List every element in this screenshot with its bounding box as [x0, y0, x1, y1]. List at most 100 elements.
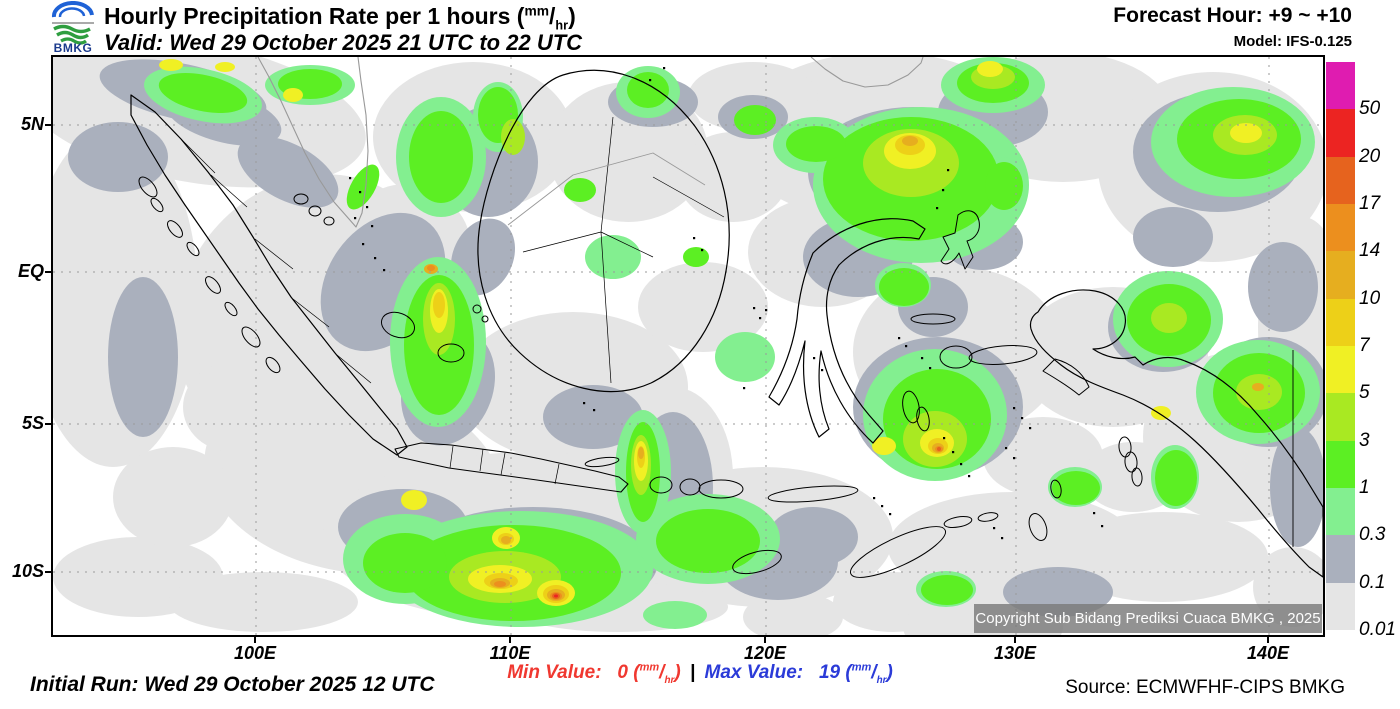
precip-blob — [872, 437, 896, 455]
precip-blob — [585, 235, 641, 279]
islet-speck — [873, 497, 876, 500]
unit-slash: / — [659, 662, 665, 684]
coastline — [522, 116, 725, 384]
islet-speck — [960, 463, 963, 466]
precip-blob — [1248, 242, 1318, 332]
precip-blob — [656, 509, 760, 573]
islet-speck — [952, 451, 955, 454]
precip-blob — [554, 594, 558, 598]
unit-slash: / — [871, 662, 877, 684]
minmax-line: Min Value: 0 (mm/hr) | Max Value: 19 (mm… — [300, 662, 1100, 686]
coastline — [1042, 358, 1090, 396]
islet-speck — [813, 357, 816, 360]
islet-speck — [821, 369, 824, 372]
islet-speck — [1021, 417, 1024, 420]
precip-blob — [879, 268, 929, 306]
source-label: Source: ECMWFHF-CIPS BMKG — [1065, 677, 1345, 698]
lat-tick — [45, 124, 52, 126]
precip-blob — [159, 59, 183, 71]
unit-mm: mm — [851, 662, 872, 674]
legend-label-10: 10 — [1359, 287, 1381, 309]
island-outline — [437, 343, 465, 363]
precip-blob — [683, 247, 709, 267]
unit-hr: hr — [555, 18, 569, 33]
lat-label-5S: 5S — [21, 413, 44, 433]
island-outline — [584, 456, 620, 468]
unit-hr: hr — [876, 675, 887, 687]
islet-speck — [921, 357, 924, 360]
initial-run-label: Initial Run: Wed 29 October 2025 12 UTC — [30, 673, 435, 696]
islet-speck — [583, 402, 586, 405]
island-outline — [186, 241, 200, 257]
legend-swatch — [1326, 345, 1355, 394]
precip-blob — [1270, 427, 1323, 547]
islet-speck — [898, 337, 901, 340]
island-outline — [968, 345, 1038, 365]
islet-speck — [371, 225, 374, 228]
legend-label-5: 5 — [1359, 382, 1370, 404]
precip-blob — [409, 111, 473, 203]
legend-swatch — [1326, 109, 1355, 157]
paren: ( — [633, 662, 640, 684]
legend-swatch — [1326, 298, 1355, 346]
islet-speck — [765, 309, 768, 312]
island-outline — [150, 197, 164, 213]
island-outline — [916, 406, 930, 432]
lon-tick — [509, 637, 511, 643]
islet-speck — [701, 249, 704, 252]
page-title: Hourly Precipitation Rate per 1 hours (m… — [104, 3, 576, 33]
precip-blob — [1133, 207, 1213, 267]
island-outline — [224, 301, 238, 317]
precip-blob — [108, 277, 178, 437]
island-outline — [293, 193, 309, 205]
precip-blob — [494, 581, 506, 587]
islet-speck — [349, 177, 352, 180]
island-outline — [1028, 513, 1048, 541]
paren: ) — [886, 662, 893, 684]
precip-blob — [1155, 450, 1197, 506]
islet-speck — [993, 527, 996, 530]
precip-blob — [1151, 303, 1187, 333]
island-outline — [481, 315, 489, 323]
precip-blob — [638, 447, 644, 459]
coastline — [940, 210, 980, 270]
precip-blob — [1052, 471, 1100, 505]
lat-label-5N: 5N — [20, 114, 44, 134]
precip-blob — [158, 73, 248, 113]
max-value: 19 — [818, 662, 841, 684]
title-text: Hourly Precipitation Rate per 1 hours ( — [104, 3, 525, 29]
islet-speck — [1005, 447, 1008, 450]
legend-label-17: 17 — [1359, 193, 1381, 214]
coastline — [507, 152, 706, 226]
precip-blob — [1236, 374, 1282, 410]
island-outline — [205, 276, 221, 294]
precip-blob — [564, 178, 596, 202]
separator: | — [689, 662, 696, 684]
coastline — [810, 57, 924, 88]
precip-blob — [768, 507, 858, 567]
coastline — [394, 442, 629, 493]
island-outline — [939, 345, 973, 369]
min-value: 0 — [617, 662, 628, 684]
bmkg-logo-text: BMKG — [53, 41, 93, 55]
lat-label-EQ: EQ — [17, 261, 44, 281]
lon-label-130E: 130E — [993, 643, 1037, 663]
legend-swatch — [1326, 440, 1355, 488]
lat-label-10S: 10S — [11, 561, 44, 581]
precip-blob — [743, 592, 843, 635]
legend-label-50: 50 — [1359, 98, 1381, 120]
coastline — [477, 69, 730, 393]
islet-speck — [753, 307, 756, 310]
precip-blob — [433, 292, 445, 318]
islet-speck — [354, 217, 357, 220]
paren: ( — [845, 662, 852, 684]
islet-speck — [359, 191, 362, 194]
islet-speck — [905, 345, 908, 348]
island-outline — [1124, 451, 1138, 473]
legend-labels: 50 20 17 14 10 7 5 3 1 0.3 0.1 0.01 — [1359, 62, 1399, 640]
precipitation-map — [53, 57, 1323, 635]
precip-blob — [1058, 512, 1268, 602]
islet-speck — [1029, 427, 1032, 430]
lon-tick — [764, 637, 766, 643]
precip-blob — [283, 88, 303, 102]
